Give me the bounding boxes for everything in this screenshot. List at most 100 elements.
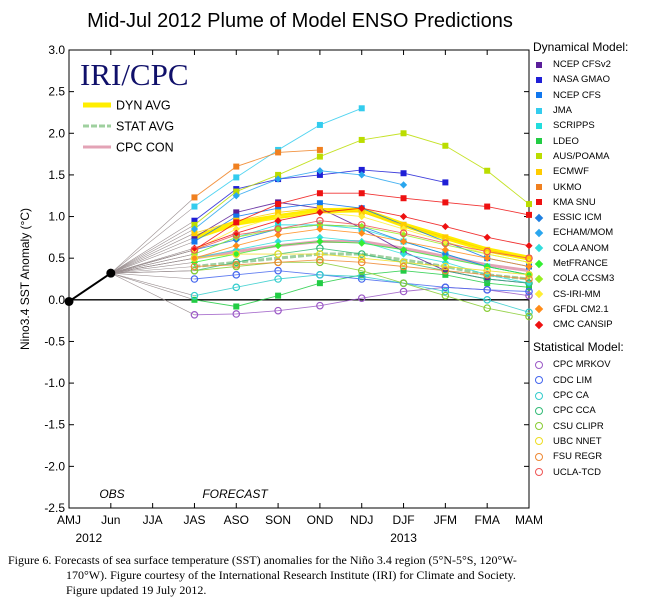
legend-marker-icon [533,274,545,284]
legend-statistical-title: Statistical Model: [533,340,624,355]
y-tick-label: 1.0 [48,210,65,224]
legend-item: KMA SNU [533,195,647,210]
model-marker [357,254,366,262]
legend-label: JMA [553,105,572,117]
model-marker [357,294,366,302]
model-marker [525,312,533,321]
legend-label: SCRIPPS [553,120,595,132]
model-marker [358,204,366,212]
legend-item: GFDL CM2.1 [533,302,647,317]
model-marker [483,254,491,262]
model-marker [232,225,240,233]
model-marker [400,130,407,137]
model-marker [274,242,282,250]
fan-line [110,237,195,274]
model-marker [358,166,365,173]
model-marker [190,254,199,262]
model-marker [441,239,450,247]
fan-line [110,197,195,274]
fan-line [110,270,195,274]
model-marker [316,190,323,197]
model-marker [316,237,324,246]
model-line [194,270,530,292]
model-marker [399,246,408,254]
legend-marker-icon [533,199,545,206]
legend-item: UBC NNET [533,434,647,449]
model-marker [441,266,450,275]
legend-marker-icon [533,289,545,299]
legend-label: COLA ANOM [553,242,609,254]
model-marker [233,209,240,216]
model-marker [442,179,449,186]
x-tick-label: JAS [183,513,205,527]
fan-line [110,272,195,316]
model-marker [316,280,323,287]
model-marker [232,229,240,237]
model-marker [232,310,241,318]
legend-label: UKMO [553,181,582,193]
model-marker [190,244,199,252]
fan-line [110,253,195,274]
model-marker [358,105,365,112]
model-marker [442,199,449,206]
model-marker [316,258,324,267]
fan-line [110,206,195,274]
legend-marker-icon [533,243,545,253]
model-line [194,261,530,317]
model-marker [483,266,491,275]
model-marker [275,205,282,212]
caption-line-1: Figure 6. Forecasts of sea surface tempe… [8,553,517,567]
model-marker [442,271,449,278]
legend-label: CPC MRKOV [553,359,611,371]
model-marker [274,225,282,233]
iri-cpc-logo: IRI/CPC [80,57,189,92]
year-label: 2012 [75,531,102,545]
model-marker [399,181,408,189]
legend-marker-icon [533,76,545,83]
legend-marker-icon [533,228,545,238]
legend-marker-icon [533,360,545,369]
chart-title: Mid-Jul 2012 Plume of Model ENSO Predict… [87,10,513,32]
model-marker [233,219,240,226]
model-marker [357,266,366,275]
model-marker [191,203,198,210]
model-marker [274,225,282,233]
fan-line [110,257,195,274]
model-line [194,247,530,284]
x-tick-label: SON [265,513,291,527]
legend-label: CMC CANSIP [553,319,613,331]
model-marker [525,262,533,271]
model-marker [484,280,491,287]
model-marker [316,205,323,212]
fan-line [110,272,195,296]
legend-label: ECHAM/MOM [553,227,614,239]
model-marker [316,271,324,279]
legend-item: CDC LIM [533,373,647,388]
model-marker [483,296,491,304]
model-marker [316,121,323,128]
model-marker [357,221,366,229]
legend-item: CSU CLIPR [533,419,647,434]
model-marker [525,254,533,262]
model-marker [274,250,282,258]
model-marker [358,271,365,278]
model-marker [232,250,241,258]
model-marker [191,217,198,224]
model-marker [233,213,240,220]
model-marker [274,175,282,183]
legend-marker-icon [533,259,545,268]
legend-marker-icon [533,138,545,145]
model-marker [232,283,241,292]
model-marker [400,267,407,274]
x-tick-label: ASO [224,513,249,527]
legend-label: CPC CCA [553,405,596,417]
model-marker [274,231,282,239]
fan-line [110,220,195,274]
legend-item: ESSIC ICM [533,210,647,225]
legend-item: CPC CCA [533,403,647,418]
model-marker [484,246,491,253]
y-tick-label: 2.5 [48,85,65,99]
model-marker [399,231,408,239]
model-marker [275,221,282,228]
model-line [194,107,362,207]
